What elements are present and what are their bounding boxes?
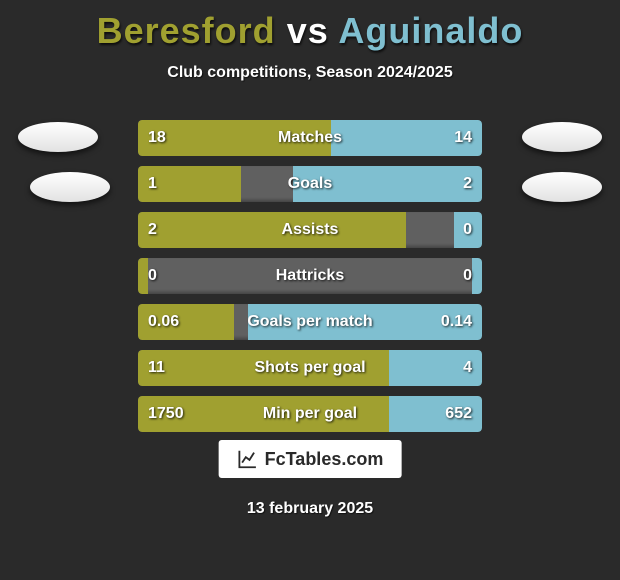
watermark: FcTables.com [219,440,402,478]
stat-bar-left [138,350,389,386]
stat-value-left: 18 [138,120,176,156]
player1-name: Beresford [97,10,276,51]
stat-value-right: 652 [435,396,482,432]
stat-value-left: 0 [138,258,167,294]
stat-row: 20Assists [138,212,482,248]
stat-value-left: 0.06 [138,304,189,340]
stat-row: 0.060.14Goals per match [138,304,482,340]
stat-value-left: 1 [138,166,167,202]
stat-value-left: 2 [138,212,167,248]
stat-bar-left [138,212,406,248]
stat-row: 1814Matches [138,120,482,156]
stat-value-left: 11 [138,350,175,386]
stat-label: Hattricks [138,258,482,294]
stat-value-left: 1750 [138,396,194,432]
subtitle: Club competitions, Season 2024/2025 [0,64,620,82]
vs-label: vs [287,10,329,51]
date-label: 13 february 2025 [0,500,620,518]
stat-value-right: 2 [453,166,482,202]
chart-icon [237,448,259,470]
stat-value-right: 0 [453,212,482,248]
stat-row: 1750652Min per goal [138,396,482,432]
stat-row: 0 0Hattricks [138,258,482,294]
stat-row: 12Goals [138,166,482,202]
stat-row: 114Shots per goal [138,350,482,386]
player1-badge-2 [30,172,110,202]
stats-container: 1814Matches12Goals20Assists00Hattricks0.… [138,120,482,442]
stat-value-right: 14 [444,120,482,156]
player1-badge-1 [18,122,98,152]
stat-value-right: 0.14 [431,304,482,340]
stat-value-right: 4 [453,350,482,386]
watermark-text: FcTables.com [265,449,384,470]
player2-badge-1 [522,122,602,152]
stat-value-right: 0 [453,258,482,294]
player2-badge-2 [522,172,602,202]
player2-name: Aguinaldo [338,10,523,51]
comparison-title: Beresford vs Aguinaldo [0,0,620,52]
